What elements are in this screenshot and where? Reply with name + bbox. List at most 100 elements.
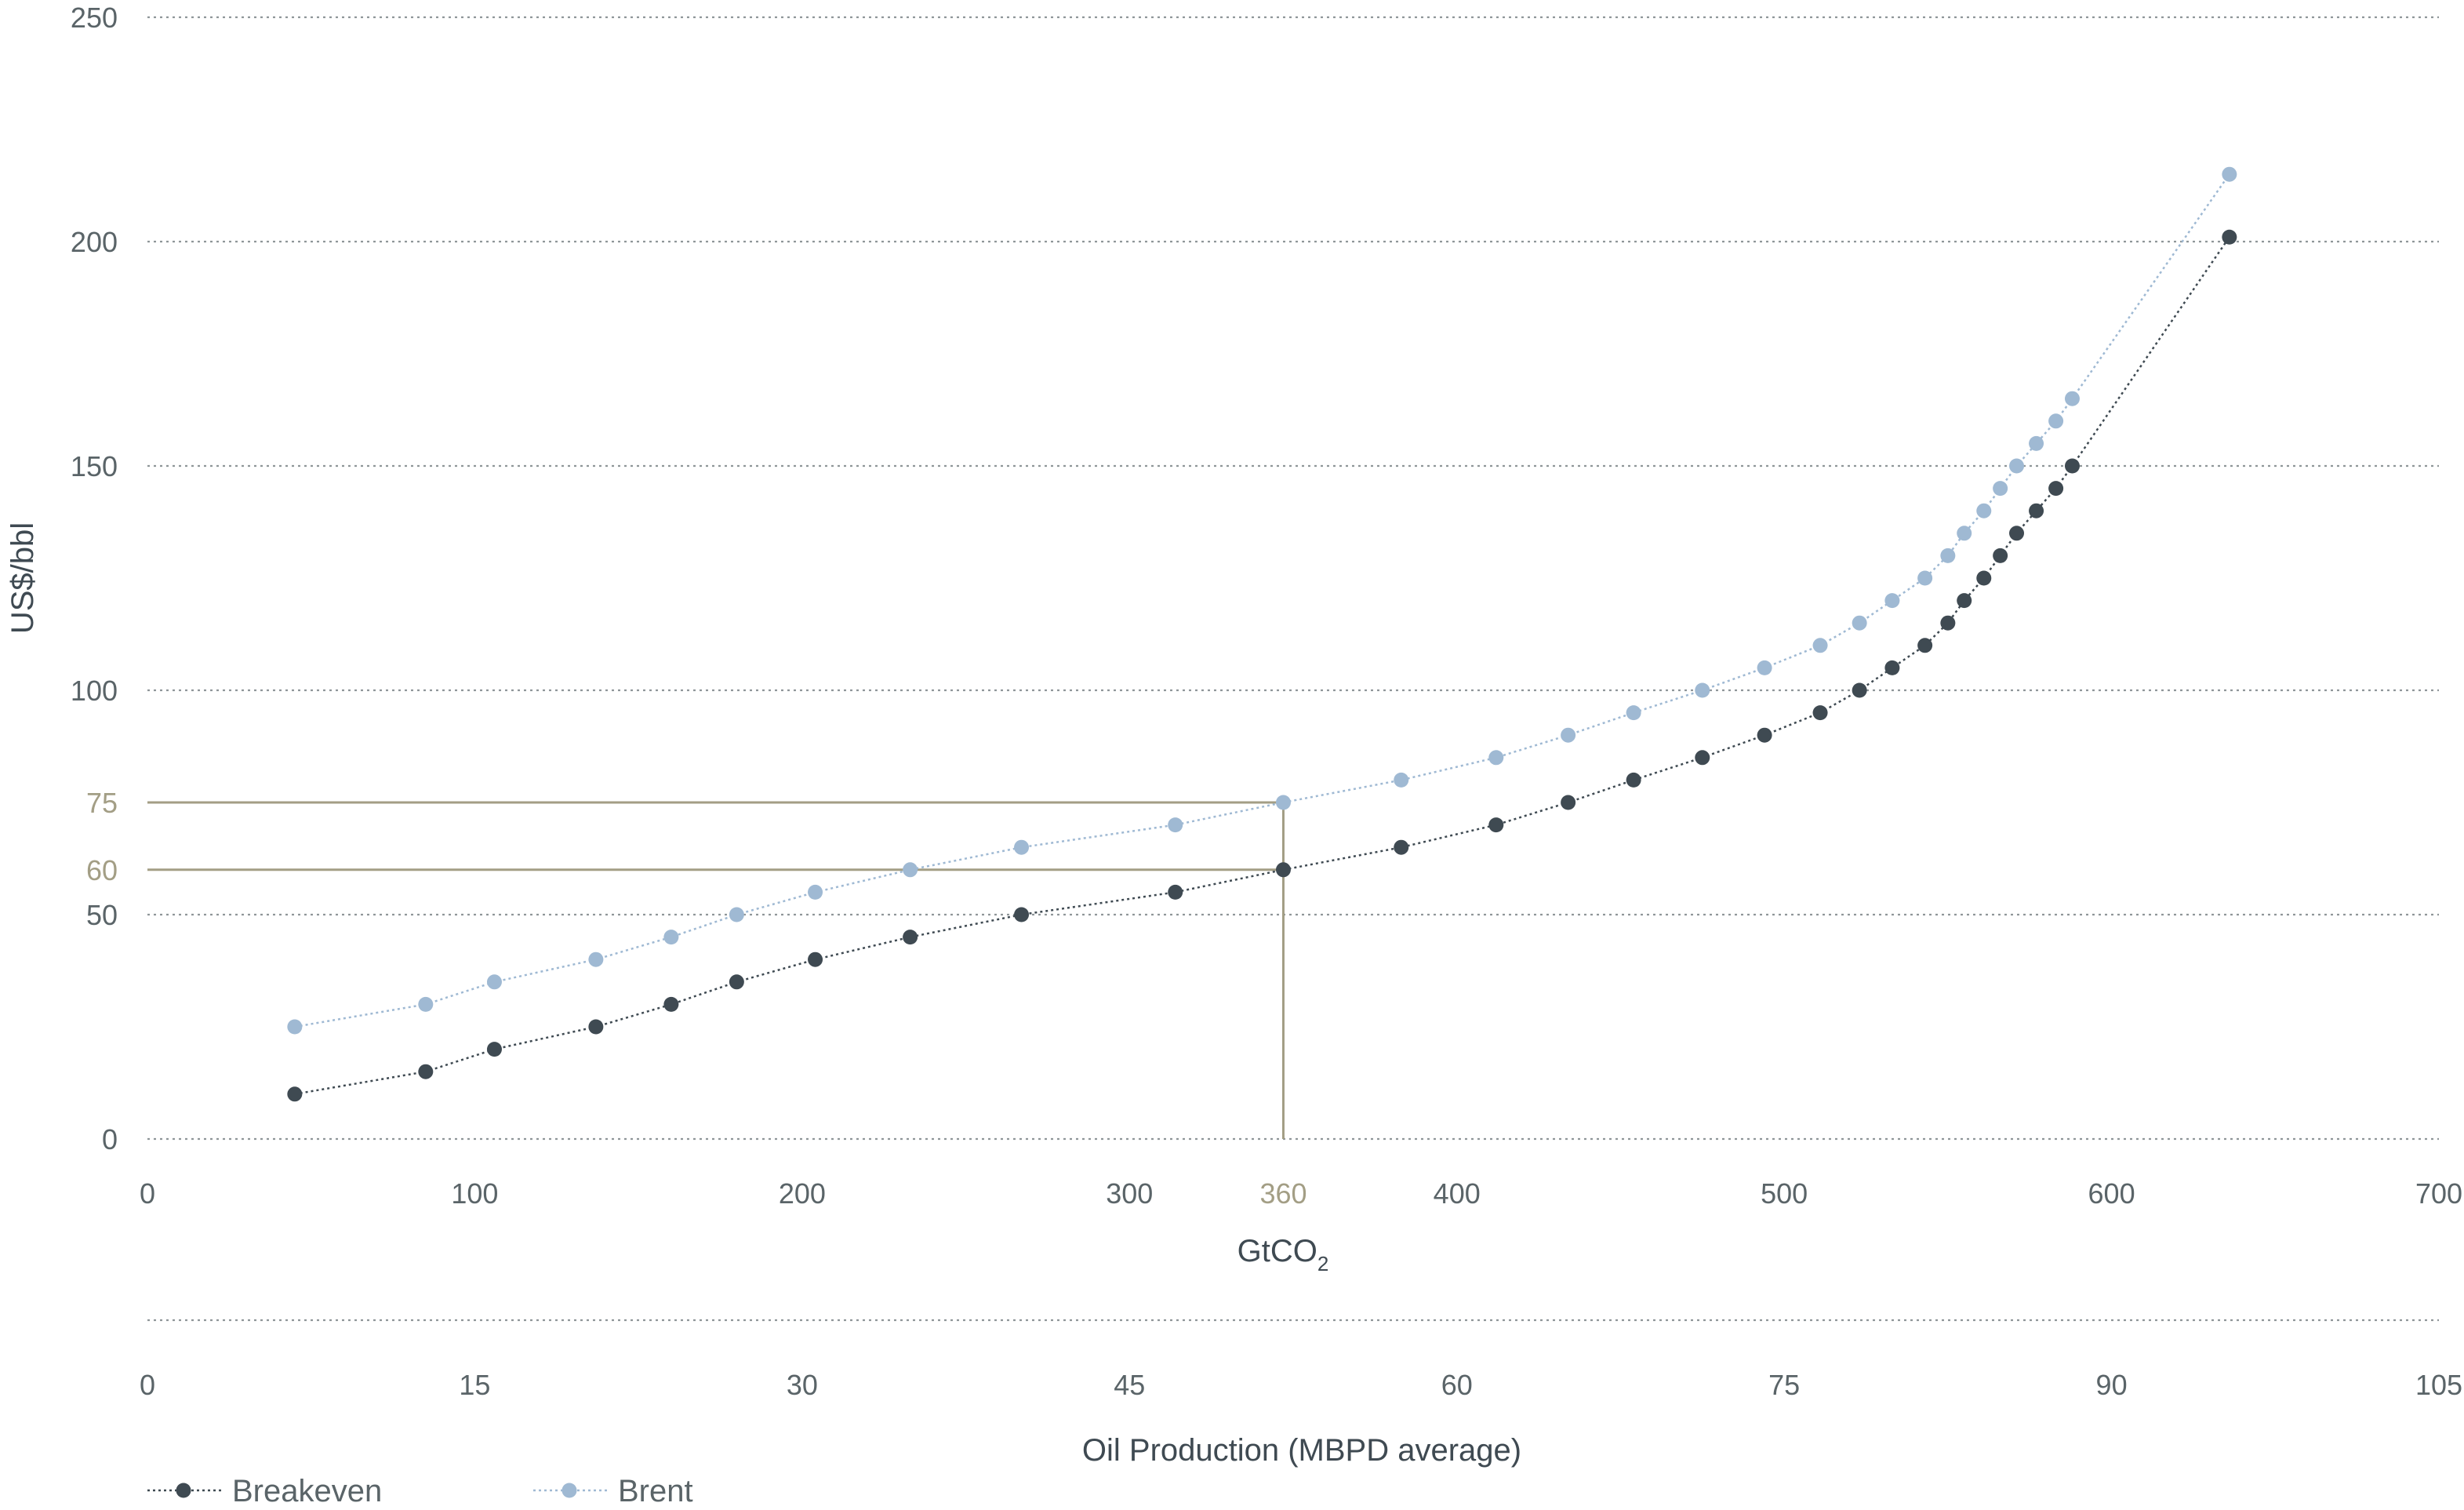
legend-label-breakeven: Breakeven	[232, 1474, 382, 1508]
data-point-brent	[2064, 391, 2080, 406]
data-point-breakeven	[1812, 705, 1828, 721]
x-axis-title: GtCO2	[1237, 1234, 1329, 1275]
data-point-breakeven	[2064, 458, 2080, 474]
data-point-breakeven	[1976, 570, 1992, 586]
secondary-x-tick-label: 90	[2096, 1369, 2128, 1401]
secondary-x-tick-label: 75	[1768, 1369, 1800, 1401]
data-point-brent	[1561, 727, 1576, 743]
legend: Breakeven Brent	[147, 1474, 693, 1508]
data-point-brent	[1940, 548, 1956, 563]
secondary-x-axis-title: Oil Production (MBPD average)	[1082, 1433, 1521, 1468]
data-point-breakeven	[1488, 817, 1504, 833]
axis-labels: 0 50 100 150 200 250 0 100 200 300 400 500 600 700 0 15…	[5, 2, 2462, 1468]
x-tick-label: 200	[779, 1177, 826, 1210]
legend-marker-breakeven	[176, 1483, 191, 1498]
data-point-breakeven	[1695, 750, 1710, 766]
y-tick-label: 200	[71, 226, 118, 258]
data-point-breakeven	[1993, 548, 2008, 563]
x-tick-label: 500	[1761, 1177, 1808, 1210]
data-point-breakeven	[1957, 593, 1972, 609]
series-line-breakeven	[294, 236, 2230, 1096]
legend-marker-brent	[561, 1483, 577, 1498]
x-tick-label: 700	[2415, 1177, 2462, 1210]
data-point-brent	[1976, 503, 1992, 518]
secondary-x-tick-label: 30	[787, 1369, 818, 1401]
data-point-breakeven	[2029, 503, 2044, 518]
data-point-brent	[2222, 166, 2237, 182]
data-point-breakeven	[2048, 481, 2064, 497]
data-point-breakeven	[588, 1019, 604, 1035]
data-point-breakeven	[1394, 839, 1409, 855]
y-axis-title: US$/bbl	[5, 522, 40, 634]
data-point-breakeven	[1168, 884, 1183, 900]
data-point-brent	[1014, 839, 1030, 855]
x-axis-title-subscript: 2	[1317, 1252, 1328, 1275]
secondary-x-tick-label: 45	[1114, 1369, 1145, 1401]
highlight-lines	[147, 801, 1285, 1139]
x-tick-label: 400	[1434, 1177, 1481, 1210]
data-point-brent	[1695, 682, 1710, 698]
data-point-brent	[1852, 615, 1867, 631]
data-point-brent	[1812, 638, 1828, 653]
data-point-breakeven	[808, 951, 823, 967]
data-point-brent	[1626, 705, 1641, 721]
data-point-brent	[1488, 750, 1504, 766]
data-point-breakeven	[1757, 727, 1772, 743]
y-tick-label: 150	[71, 450, 118, 482]
data-point-brent	[1917, 570, 1933, 586]
data-series	[287, 166, 2237, 1102]
y-tick-label: 50	[86, 899, 118, 931]
secondary-x-tick-label: 15	[459, 1369, 490, 1401]
data-point-breakeven	[663, 996, 679, 1012]
data-point-breakeven	[1014, 907, 1030, 922]
data-point-brent	[1957, 526, 1972, 541]
secondary-x-tick-label: 60	[1441, 1369, 1473, 1401]
data-point-breakeven	[1626, 772, 1641, 788]
highlight-y-label: 75	[86, 787, 118, 819]
secondary-x-tick-label: 105	[2415, 1369, 2462, 1401]
x-tick-label: 100	[451, 1177, 498, 1210]
data-point-breakeven	[1884, 660, 1900, 675]
data-point-brent	[1275, 795, 1291, 810]
data-point-breakeven	[1940, 615, 1956, 631]
data-point-breakeven	[1852, 682, 1867, 698]
data-point-brent	[588, 951, 604, 967]
data-point-brent	[903, 862, 918, 878]
highlight-x-label: 360	[1259, 1177, 1307, 1210]
data-point-brent	[486, 974, 502, 990]
legend-label-brent: Brent	[618, 1474, 693, 1508]
y-tick-label: 100	[71, 675, 118, 707]
y-tick-label: 250	[71, 2, 118, 34]
data-point-brent	[287, 1019, 303, 1035]
x-tick-label: 600	[2088, 1177, 2135, 1210]
data-point-brent	[1168, 817, 1183, 833]
data-point-breakeven	[729, 974, 744, 990]
data-point-brent	[729, 907, 744, 922]
y-tick-label: 0	[102, 1123, 118, 1155]
data-point-breakeven	[903, 930, 918, 945]
data-point-breakeven	[287, 1086, 303, 1102]
data-point-brent	[1757, 660, 1772, 675]
x-tick-label: 300	[1106, 1177, 1153, 1210]
data-point-breakeven	[1917, 638, 1933, 653]
data-point-brent	[2009, 458, 2025, 474]
data-point-breakeven	[1561, 795, 1576, 810]
data-point-breakeven	[1275, 862, 1291, 878]
data-point-brent	[2048, 413, 2064, 429]
data-point-brent	[1394, 772, 1409, 788]
data-point-brent	[418, 996, 434, 1012]
highlight-y-label: 60	[86, 854, 118, 886]
series-line-brent	[294, 173, 2230, 1028]
secondary-x-tick-label: 0	[140, 1369, 155, 1401]
data-point-brent	[2029, 435, 2044, 451]
data-point-breakeven	[2009, 526, 2025, 541]
data-point-breakeven	[486, 1042, 502, 1057]
grid-lines	[147, 16, 2439, 1322]
data-point-breakeven	[2222, 229, 2237, 245]
data-point-breakeven	[418, 1064, 434, 1079]
data-point-brent	[1993, 481, 2008, 497]
data-point-brent	[808, 884, 823, 900]
x-tick-label: 0	[140, 1177, 155, 1210]
